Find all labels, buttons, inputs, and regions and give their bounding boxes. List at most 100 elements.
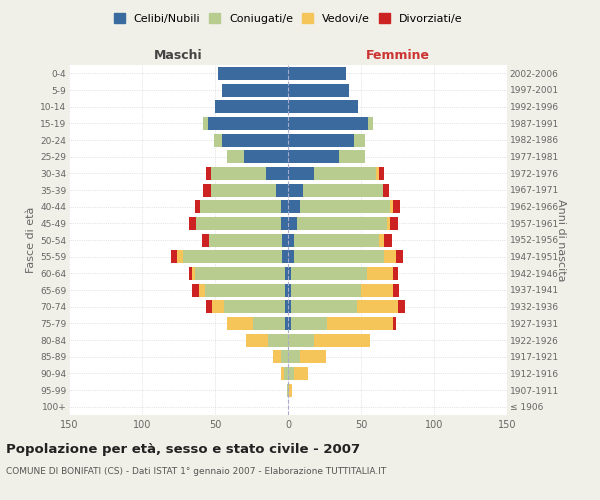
Bar: [215, 100, 288, 113]
Bar: [253, 317, 285, 330]
Bar: [390, 217, 398, 230]
Bar: [398, 300, 405, 313]
Bar: [211, 184, 277, 196]
Bar: [288, 184, 302, 196]
Bar: [205, 284, 285, 296]
Bar: [288, 284, 291, 296]
Bar: [299, 200, 390, 213]
Bar: [339, 150, 365, 163]
Bar: [361, 284, 393, 296]
Text: Femmine: Femmine: [365, 48, 430, 62]
Bar: [194, 267, 285, 280]
Bar: [183, 250, 282, 263]
Bar: [200, 200, 281, 213]
Bar: [194, 200, 200, 213]
Bar: [171, 250, 177, 263]
Bar: [288, 334, 314, 346]
Bar: [367, 267, 393, 280]
Bar: [281, 350, 288, 363]
Bar: [282, 250, 288, 263]
Bar: [393, 317, 396, 330]
Y-axis label: Fasce di età: Fasce di età: [26, 207, 36, 273]
Bar: [203, 184, 211, 196]
Bar: [383, 184, 389, 196]
Bar: [218, 67, 288, 80]
Text: Popolazione per età, sesso e stato civile - 2007: Popolazione per età, sesso e stato civil…: [6, 442, 360, 456]
Bar: [196, 217, 281, 230]
Bar: [288, 67, 346, 80]
Bar: [288, 267, 291, 280]
Bar: [289, 384, 292, 396]
Bar: [203, 117, 208, 130]
Bar: [288, 84, 349, 96]
Bar: [281, 217, 288, 230]
Bar: [390, 200, 393, 213]
Text: Maschi: Maschi: [154, 48, 203, 62]
Bar: [227, 317, 253, 330]
Bar: [208, 117, 288, 130]
Bar: [288, 117, 368, 130]
Bar: [177, 250, 183, 263]
Bar: [288, 200, 299, 213]
Bar: [191, 267, 194, 280]
Bar: [294, 367, 308, 380]
Bar: [285, 317, 288, 330]
Bar: [294, 234, 379, 246]
Bar: [245, 334, 268, 346]
Bar: [191, 284, 199, 296]
Bar: [393, 200, 400, 213]
Bar: [379, 167, 385, 180]
Bar: [202, 234, 209, 246]
Bar: [302, 184, 383, 196]
Bar: [356, 300, 398, 313]
Bar: [287, 384, 288, 396]
Bar: [282, 234, 288, 246]
Bar: [244, 150, 288, 163]
Bar: [393, 267, 398, 280]
Bar: [223, 84, 288, 96]
Bar: [299, 350, 326, 363]
Bar: [288, 100, 358, 113]
Bar: [368, 117, 373, 130]
Bar: [297, 217, 387, 230]
Bar: [291, 267, 367, 280]
Bar: [266, 167, 288, 180]
Bar: [285, 284, 288, 296]
Bar: [291, 284, 361, 296]
Bar: [314, 334, 370, 346]
Bar: [211, 167, 266, 180]
Bar: [294, 250, 385, 263]
Bar: [354, 134, 365, 146]
Bar: [199, 284, 205, 296]
Bar: [288, 167, 314, 180]
Bar: [288, 384, 289, 396]
Bar: [387, 217, 390, 230]
Bar: [314, 167, 376, 180]
Bar: [288, 134, 354, 146]
Bar: [281, 367, 284, 380]
Bar: [288, 250, 294, 263]
Bar: [281, 200, 288, 213]
Y-axis label: Anni di nascita: Anni di nascita: [556, 198, 566, 281]
Bar: [288, 367, 294, 380]
Bar: [227, 150, 244, 163]
Bar: [189, 217, 196, 230]
Text: COMUNE DI BONIFATI (CS) - Dati ISTAT 1° gennaio 2007 - Elaborazione TUTTITALIA.I: COMUNE DI BONIFATI (CS) - Dati ISTAT 1° …: [6, 468, 386, 476]
Bar: [393, 284, 399, 296]
Bar: [214, 134, 223, 146]
Bar: [385, 250, 396, 263]
Bar: [284, 367, 288, 380]
Bar: [291, 300, 356, 313]
Bar: [379, 234, 385, 246]
Bar: [209, 234, 282, 246]
Bar: [285, 267, 288, 280]
Bar: [224, 300, 285, 313]
Bar: [277, 184, 288, 196]
Bar: [274, 350, 281, 363]
Bar: [385, 234, 392, 246]
Bar: [288, 150, 339, 163]
Bar: [291, 317, 328, 330]
Bar: [285, 300, 288, 313]
Bar: [288, 300, 291, 313]
Bar: [268, 334, 288, 346]
